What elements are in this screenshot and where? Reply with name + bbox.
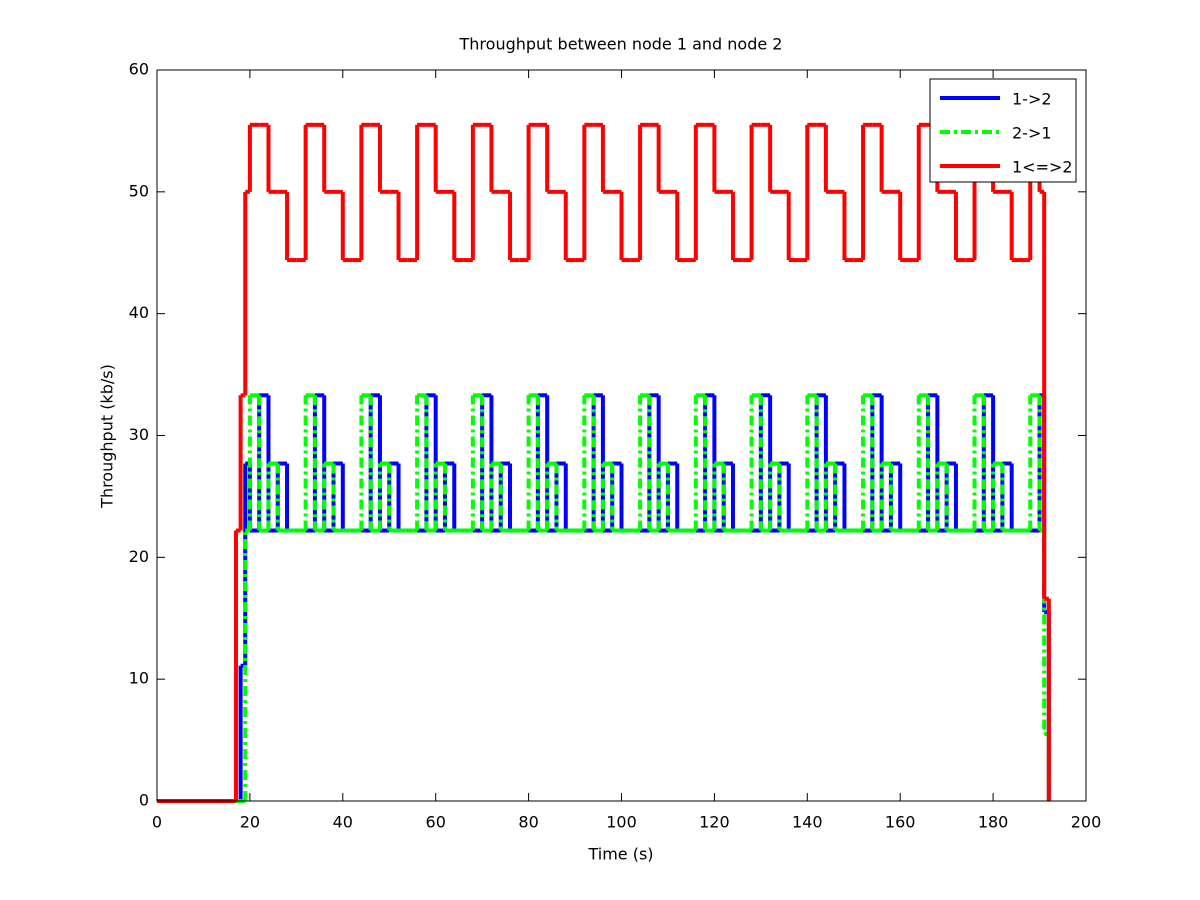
series-line [157,393,1051,803]
legend-label: 1->2 [1012,90,1052,109]
legend-label: 1<=>2 [1012,158,1073,177]
chart-title: Throughput between node 1 and node 2 [459,35,783,54]
x-tick-label: 140 [792,813,823,832]
plot-frame [156,69,1087,802]
x-tick-label: 100 [606,813,637,832]
x-tick-label: 200 [1071,813,1102,832]
x-tick-label: 40 [333,813,353,832]
x-tick-label: 80 [518,813,538,832]
legend-label: 2->1 [1012,124,1052,143]
y-tick-label: 10 [129,669,149,688]
y-axis-label: Throughput (kb/s) [98,364,117,509]
x-tick-label: 20 [240,813,260,832]
x-tick-label: 60 [426,813,446,832]
x-tick-label: 160 [885,813,916,832]
y-tick-label: 20 [129,547,149,566]
y-tick-label: 0 [139,791,149,810]
x-tick-label: 180 [978,813,1009,832]
series-line [157,122,1051,803]
x-tick-label: 120 [699,813,730,832]
x-axis-label: Time (s) [587,845,653,864]
x-tick-label: 0 [152,813,162,832]
y-tick-label: 60 [129,60,149,79]
y-tick-label: 30 [129,425,149,444]
y-tick-label: 40 [129,303,149,322]
y-tick-label: 50 [129,181,149,200]
